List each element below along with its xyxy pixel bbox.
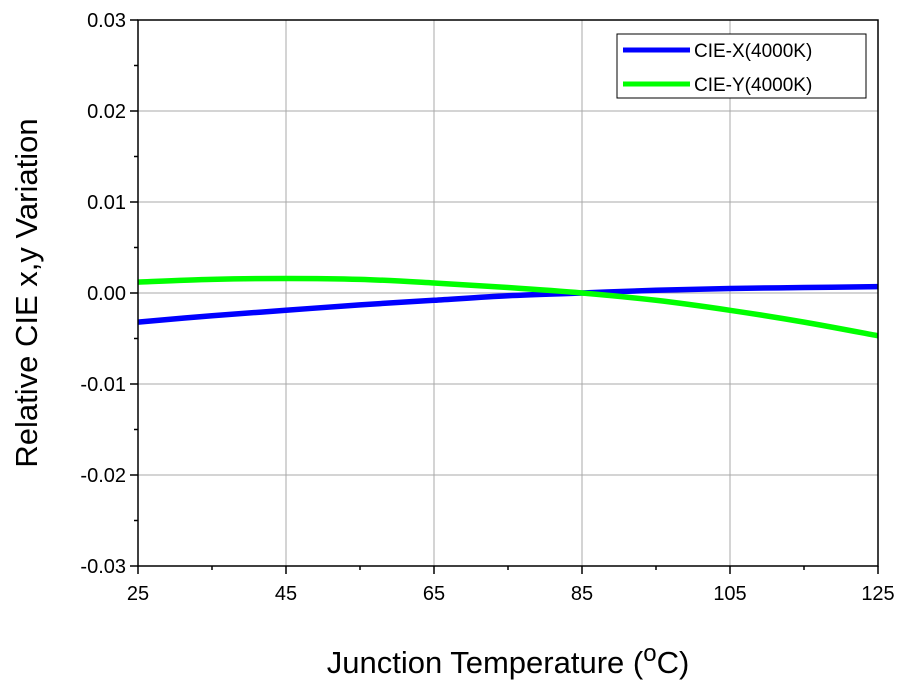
y-axis-title: Relative CIE x,y Variation xyxy=(9,118,44,467)
series-line-cie-x xyxy=(137,283,879,325)
y-tick-label: -0.02 xyxy=(80,465,126,487)
y-tick-label: -0.01 xyxy=(80,374,126,396)
x-tick-label: 85 xyxy=(571,583,593,605)
legend-label-cie-x: CIE-X(4000K) xyxy=(694,41,812,62)
y-tick-label: 0.01 xyxy=(87,192,126,214)
x-axis-title: Junction Temperature (oC) xyxy=(327,640,690,680)
x-tick-label: 125 xyxy=(861,583,894,605)
y-tick-label: 0.03 xyxy=(87,10,126,32)
tick-labels: 25 45 65 85 105 125 -0.03 -0.02 -0.01 0.00 0.01 0.0… xyxy=(80,10,894,605)
legend-box xyxy=(616,33,867,99)
x-axis-title-main: Junction Temperature ( xyxy=(327,645,644,680)
x-axis-title-superscript: o xyxy=(643,640,656,667)
x-tick-label: 25 xyxy=(127,583,149,605)
legend: CIE-X(4000K) CIE-Y(4000K) xyxy=(616,33,867,99)
y-tick-label: 0.02 xyxy=(87,101,126,123)
x-tick-label: 65 xyxy=(423,583,445,605)
legend-label-cie-y: CIE-Y(4000K) xyxy=(694,75,812,96)
y-tick-label: -0.03 xyxy=(80,556,126,578)
x-axis-title-suffix: C) xyxy=(657,645,690,680)
series-lines xyxy=(137,275,879,339)
axis-ticks xyxy=(130,19,879,574)
x-tick-label: 105 xyxy=(713,583,746,605)
y-tick-label: 0.00 xyxy=(87,283,126,305)
grid xyxy=(138,20,878,566)
x-tick-label: 45 xyxy=(275,583,297,605)
series-line-cie-y xyxy=(137,275,879,339)
